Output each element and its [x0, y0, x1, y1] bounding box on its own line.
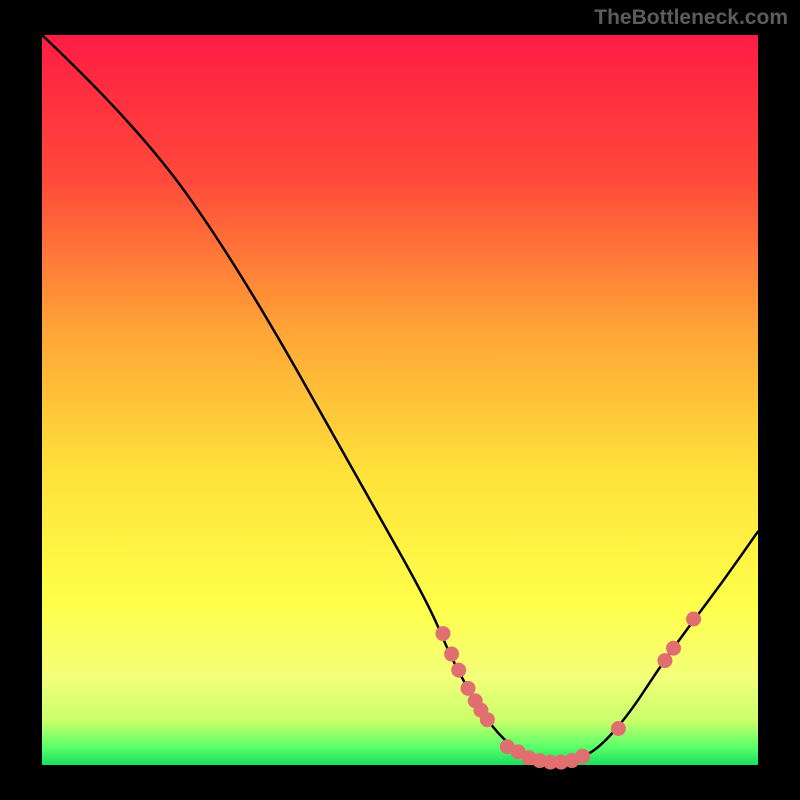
data-marker [657, 653, 672, 668]
chart-container: TheBottleneck.com [0, 0, 800, 800]
watermark-label: TheBottleneck.com [594, 6, 788, 30]
data-marker [451, 663, 466, 678]
data-marker [480, 712, 495, 727]
data-marker [611, 721, 626, 736]
gradient-plot-area [42, 35, 758, 765]
bottleneck-curve-chart [0, 0, 800, 800]
data-marker [435, 626, 450, 641]
data-marker [575, 749, 590, 764]
data-marker [444, 647, 459, 662]
data-marker [686, 612, 701, 627]
data-marker [666, 641, 681, 656]
